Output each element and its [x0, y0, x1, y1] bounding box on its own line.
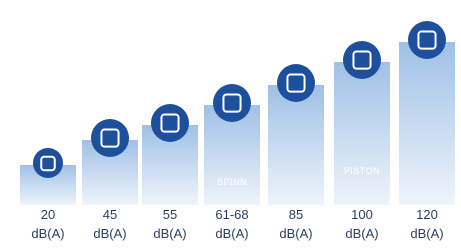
bar-caption: PISTON	[344, 166, 380, 176]
level-value: 100	[351, 207, 373, 222]
level-value: 45	[103, 207, 117, 222]
level-bar	[268, 85, 324, 205]
level-unit: dB(A)	[410, 226, 443, 241]
level-unit: dB(A)	[215, 226, 248, 241]
icon-circle	[343, 41, 381, 79]
level-value: 120	[416, 207, 438, 222]
level-bar	[334, 62, 390, 205]
level-unit: dB(A)	[93, 226, 126, 241]
level-unit: dB(A)	[345, 226, 378, 241]
noise-levels: 20 dB(A) 45 dB(A) 55 dB(A) SPINN 61-68 dB(A) 85 dB…	[0, 0, 461, 251]
level-value: 55	[163, 207, 177, 222]
icon-circle	[33, 148, 63, 178]
icon-circle	[408, 21, 446, 59]
level-value: 61-68	[215, 207, 248, 222]
level-unit: dB(A)	[279, 226, 312, 241]
level-unit: dB(A)	[31, 226, 64, 241]
level-value: 85	[289, 207, 303, 222]
icon-circle	[91, 119, 129, 157]
icon-circle	[213, 84, 251, 122]
level-value: 20	[41, 207, 55, 222]
icon-circle	[151, 104, 189, 142]
page: {"items": [ {"value": "20", "unit": "dB(…	[0, 0, 461, 251]
bar-caption: SPINN	[217, 177, 247, 187]
icon-circle	[277, 64, 315, 102]
level-bar	[399, 42, 455, 205]
level-unit: dB(A)	[153, 226, 186, 241]
